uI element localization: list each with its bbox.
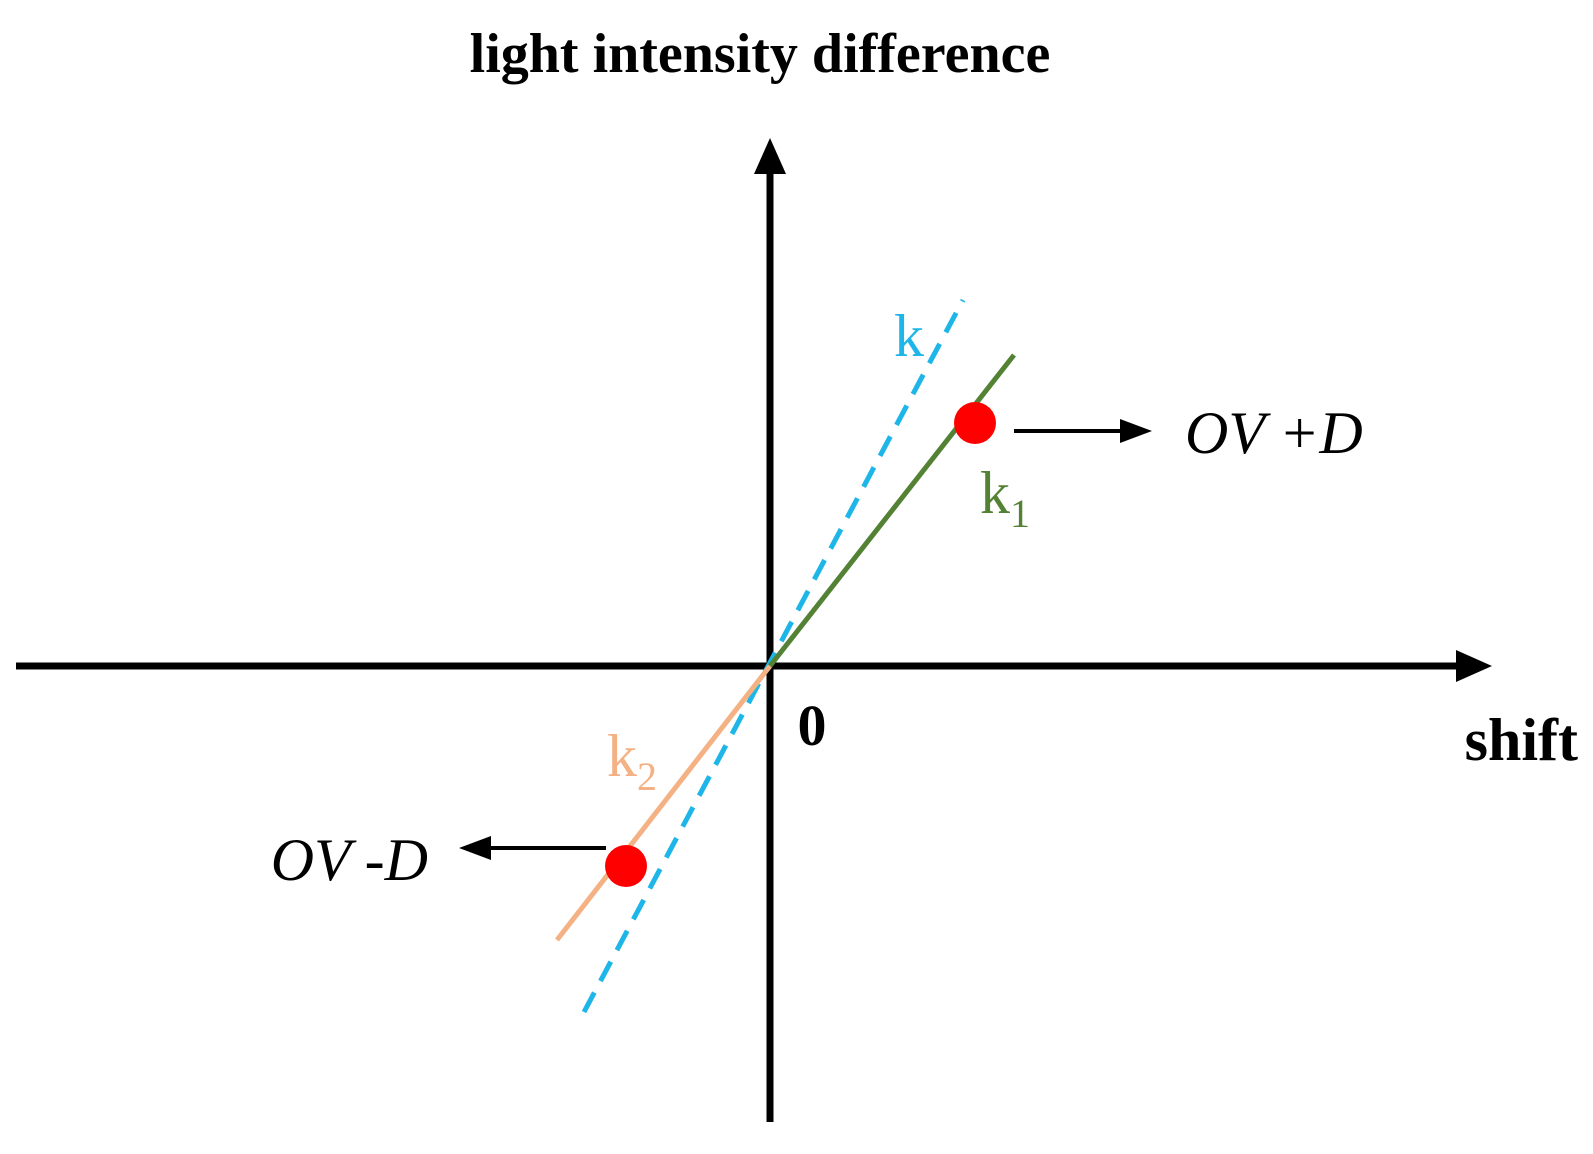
line-k-label: k bbox=[894, 303, 924, 369]
line-k1 bbox=[768, 353, 1016, 668]
point-upper bbox=[954, 402, 996, 444]
x-axis-label: shift bbox=[1465, 707, 1578, 773]
y-axis-arrowhead bbox=[754, 138, 786, 174]
line-k2 bbox=[555, 664, 772, 942]
line-k bbox=[581, 298, 966, 1014]
line-k1-label: k1 bbox=[980, 460, 1030, 536]
line-k2-label: k2 bbox=[607, 723, 657, 799]
origin-label: 0 bbox=[798, 693, 827, 758]
x-axis-arrowhead bbox=[1456, 650, 1492, 682]
arrow-lower-head bbox=[459, 836, 491, 860]
point-lower bbox=[605, 845, 647, 887]
point-lower-label: OV -D bbox=[271, 827, 428, 893]
arrow-upper-head bbox=[1120, 419, 1152, 443]
point-upper-label: OV +D bbox=[1185, 400, 1363, 466]
diagram-title: light intensity difference bbox=[470, 23, 1051, 85]
